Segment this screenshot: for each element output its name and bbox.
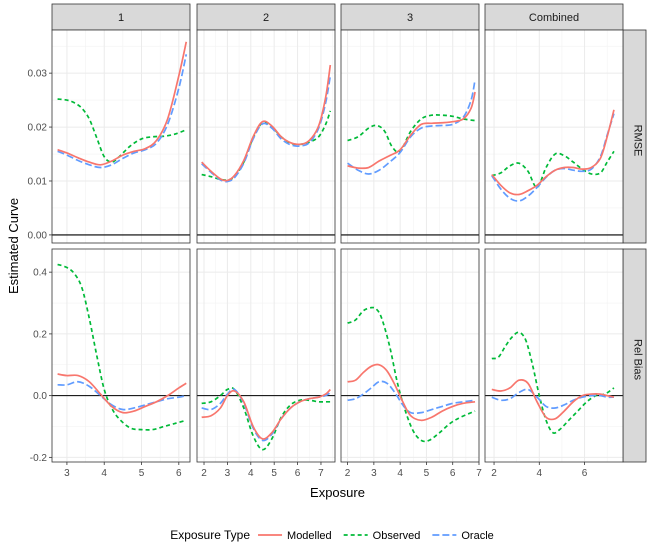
series-line-oracle [347,380,476,415]
legend-label: Observed [373,530,421,542]
x-tick-label: 4 [397,468,403,479]
facet-strip-col [51,3,191,31]
panel [484,248,624,463]
facet-strip-label: 3 [407,12,413,24]
y-axis-label: Estimated Curve [6,198,21,294]
facet-strip-col [340,3,480,31]
series-line-modelled [201,388,331,440]
panel [51,248,191,463]
panel-border [484,248,624,463]
x-tick-label: 4 [537,468,543,479]
x-tick-label: 6 [582,468,588,479]
x-tick-label: 3 [225,468,231,479]
panel [196,29,336,244]
y-tick-label: 0.02 [28,123,48,134]
series-line-modelled [491,109,615,196]
legend-label: Modelled [287,530,332,542]
panel-border [51,248,191,463]
y-tick-label: 0.2 [33,329,47,340]
series-line-observed [201,386,331,451]
series-line-observed [347,114,476,154]
series-line-observed [491,331,615,434]
panel-border [340,29,480,244]
x-tick-label: 6 [450,468,456,479]
series-line-observed [491,150,615,189]
panel-background [485,249,623,462]
x-tick-label: 3 [371,468,377,479]
panel-border [484,29,624,244]
panel [340,248,480,463]
x-tick-label: 2 [491,468,497,479]
panel-border [51,29,191,244]
facet-strip-col [196,3,336,31]
y-tick-label: 0.0 [33,391,47,402]
x-tick-label: 7 [476,468,482,479]
x-tick-label: 5 [271,468,277,479]
y-tick-label: 0.4 [33,268,47,279]
series-line-oracle [201,75,332,183]
y-tick-label: 0.00 [28,230,48,241]
panel-background [197,249,335,462]
legend-label: Oracle [461,530,493,542]
facet-strip-label: 2 [263,12,269,24]
panel-background [52,30,190,243]
panel [340,29,480,244]
panel-background [52,249,190,462]
series-line-oracle [347,79,476,175]
series-line-modelled [347,363,476,422]
series-line-modelled [201,64,332,182]
x-tick-label: 2 [201,468,207,479]
x-tick-label: 5 [139,468,145,479]
series-line-oracle [491,388,614,409]
series-line-observed [57,263,187,431]
series-line-modelled [491,378,615,421]
series-line-oracle [57,380,187,411]
series-line-modelled [57,373,187,414]
series-line-modelled [57,41,188,166]
facet-strip-label: Combined [529,12,579,24]
y-tick-label: -0.2 [30,453,48,464]
facet-strip-col [484,3,624,31]
panel [51,29,191,244]
x-tick-label: 4 [248,468,254,479]
x-tick-label: 6 [295,468,301,479]
panel [484,29,624,244]
x-axis-label: Exposure [310,485,365,500]
x-tick-label: 7 [318,468,324,479]
facet-strip-row-label: Rel Bias [632,339,644,380]
y-tick-label: 0.03 [28,69,48,80]
panel-border [196,248,336,463]
legend-title: Exposure Type [170,528,250,542]
panel-background [341,249,479,462]
y-tick-label: 0.01 [28,176,48,187]
series-line-oracle [57,54,188,169]
panel-border [196,29,336,244]
facet-strip-label: 1 [118,12,124,24]
panel-border [340,248,480,463]
x-tick-label: 3 [64,468,70,479]
x-tick-label: 6 [176,468,182,479]
panel-background [485,30,623,243]
panel [196,248,336,463]
x-tick-label: 2 [345,468,351,479]
legend: Exposure Type Modelled Observed Oracle [170,528,494,542]
x-tick-label: 4 [101,468,107,479]
series-line-modelled [347,91,476,170]
x-tick-label: 5 [424,468,430,479]
facet-strip-row-label: RMSE [632,125,644,157]
